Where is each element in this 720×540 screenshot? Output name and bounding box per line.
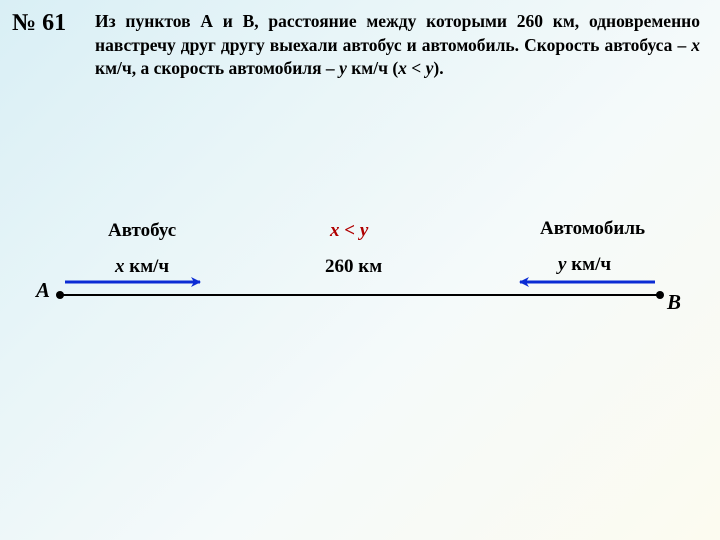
diagram-svg [0, 200, 720, 360]
point-a-dot [56, 291, 64, 299]
motion-diagram: Автобус x < y Автомобиль x км/ч 260 км y… [0, 200, 720, 360]
text-part-3: км/ч ( [347, 58, 398, 78]
text-part-1: Из пунктов А и В, расстояние между котор… [95, 11, 700, 55]
text-part-4: ). [433, 58, 443, 78]
problem-number: № 61 [12, 10, 66, 37]
point-b-dot [656, 291, 664, 299]
var-y: y [339, 58, 347, 78]
inequality: x < y [398, 58, 433, 78]
var-x: x [691, 35, 700, 55]
text-part-2: км/ч, а скорость автомобиля – [95, 58, 339, 78]
problem-text: Из пунктов А и В, расстояние между котор… [95, 10, 700, 81]
